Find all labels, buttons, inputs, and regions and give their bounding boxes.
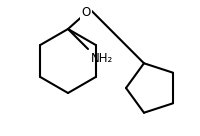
Text: O: O bbox=[81, 7, 91, 19]
Text: NH₂: NH₂ bbox=[91, 52, 113, 65]
